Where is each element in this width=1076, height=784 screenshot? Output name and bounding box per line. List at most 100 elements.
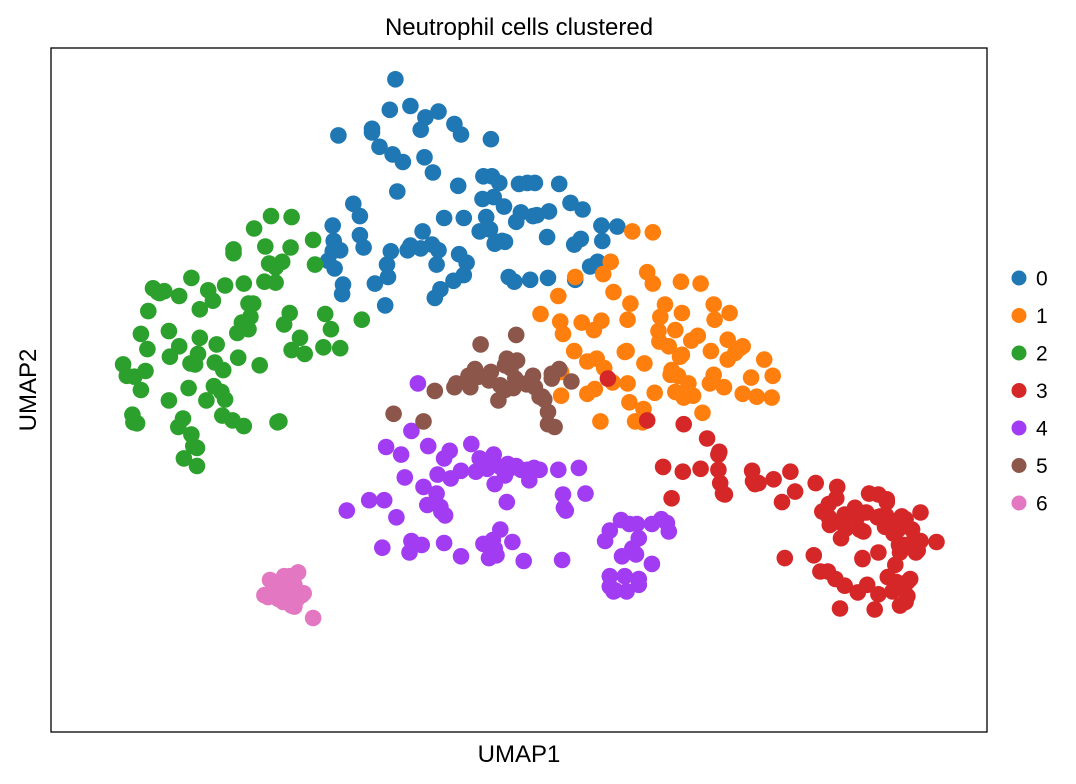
point-cluster-1-6: [672, 273, 690, 291]
point-cluster-5-1: [472, 336, 489, 353]
point-cluster-3-18: [765, 471, 782, 488]
point-cluster-3-50: [832, 529, 850, 547]
point-cluster-0-31: [562, 194, 579, 212]
point-cluster-4-68: [553, 551, 571, 569]
point-cluster-4-50: [621, 515, 638, 533]
point-cluster-4-80: [601, 578, 619, 595]
point-cluster-2-67: [160, 392, 178, 409]
point-cluster-4-30: [428, 485, 445, 502]
point-cluster-2-35: [160, 322, 178, 340]
point-cluster-1-72: [667, 383, 684, 401]
legend-label-3: 3: [1036, 380, 1048, 403]
point-cluster-3-90: [858, 576, 876, 594]
legend-label-0: 0: [1036, 268, 1048, 291]
point-cluster-5-21: [543, 370, 561, 387]
point-cluster-3-21: [786, 483, 804, 500]
point-cluster-0-36: [435, 209, 453, 227]
point-cluster-4-58: [504, 533, 521, 551]
point-cluster-0-85: [333, 285, 351, 303]
point-cluster-1-26: [721, 304, 738, 322]
point-cluster-1-54: [715, 378, 733, 396]
legend-item-1: 1: [1011, 305, 1048, 328]
point-cluster-0-75: [500, 268, 517, 286]
point-cluster-4-31: [554, 486, 572, 503]
point-cluster-0-78: [445, 272, 462, 290]
point-cluster-2-55: [182, 355, 199, 372]
point-cluster-2-54: [206, 354, 224, 371]
point-cluster-5-37: [523, 376, 541, 393]
point-cluster-1-49: [719, 331, 736, 349]
point-cluster-2-4: [282, 239, 299, 256]
point-cluster-4-4: [392, 446, 410, 463]
legend-marker-3: [1011, 383, 1027, 398]
point-cluster-3-49: [821, 516, 839, 534]
point-cluster-3-2: [675, 415, 692, 433]
legend-item-2: 2: [1011, 343, 1048, 366]
point-cluster-2-80: [175, 450, 193, 467]
legend-item-3: 3: [1011, 380, 1048, 403]
point-cluster-3-6: [654, 458, 672, 476]
point-cluster-4-32: [577, 485, 594, 502]
point-cluster-1-36: [660, 338, 678, 355]
point-cluster-3-87: [879, 568, 897, 586]
point-cluster-2-75: [214, 407, 231, 424]
point-cluster-1-57: [552, 387, 570, 405]
point-cluster-0-48: [355, 239, 372, 256]
point-cluster-5-19: [462, 378, 479, 396]
point-cluster-0-16: [424, 164, 442, 181]
point-cluster-0-46: [609, 218, 626, 235]
point-cluster-0-3: [430, 103, 447, 120]
point-cluster-3-61: [903, 521, 921, 538]
point-cluster-2-2: [245, 220, 263, 237]
point-cluster-4-6: [463, 435, 480, 453]
point-cluster-4-71: [627, 546, 645, 563]
point-cluster-0-22: [526, 174, 544, 192]
point-cluster-1-30: [755, 351, 773, 368]
point-cluster-2-46: [331, 339, 349, 357]
point-cluster-4-25: [570, 459, 588, 477]
point-cluster-1-50: [726, 344, 744, 362]
point-cluster-2-1: [283, 208, 300, 226]
point-cluster-0-2: [381, 101, 399, 119]
point-cluster-1-71: [646, 384, 663, 402]
point-cluster-4-59: [374, 539, 391, 556]
point-cluster-4-38: [388, 509, 405, 526]
legend-item-6: 6: [1011, 493, 1048, 516]
point-cluster-0-32: [574, 201, 591, 218]
point-cluster-4-61: [435, 534, 453, 552]
point-cluster-2-0: [262, 207, 280, 225]
point-cluster-2-52: [161, 348, 179, 366]
point-cluster-3-78: [870, 586, 887, 603]
point-cluster-3-1: [638, 412, 656, 429]
point-cluster-1-40: [671, 348, 689, 366]
point-cluster-5-0: [507, 326, 525, 344]
point-cluster-6-19: [271, 578, 288, 595]
point-cluster-4-72: [643, 555, 661, 573]
point-cluster-2-63: [198, 392, 215, 409]
point-cluster-0-0: [387, 71, 404, 88]
point-cluster-2-25: [244, 295, 262, 312]
point-cluster-1-8: [644, 275, 662, 292]
point-cluster-0-82: [581, 258, 599, 275]
point-cluster-4-40: [433, 503, 450, 520]
point-cluster-1-13: [619, 311, 636, 329]
point-cluster-0-67: [326, 260, 343, 277]
point-cluster-2-31: [316, 305, 334, 323]
point-cluster-0-76: [539, 269, 557, 287]
point-cluster-0-79: [379, 268, 397, 286]
point-cluster-2-61: [180, 379, 197, 397]
point-cluster-5-30: [507, 370, 524, 387]
point-cluster-0-87: [426, 289, 444, 307]
legend-marker-5: [1011, 458, 1027, 473]
point-cluster-3-22: [807, 474, 824, 492]
point-cluster-1-18: [573, 314, 590, 331]
point-cluster-4-2: [419, 437, 437, 455]
point-cluster-2-22: [170, 287, 188, 305]
point-cluster-4-65: [480, 549, 498, 567]
legend-item-4: 4: [1011, 418, 1048, 441]
point-cluster-3-11: [663, 490, 680, 507]
legend-marker-0: [1011, 270, 1027, 286]
x-axis-label: UMAP1: [478, 741, 561, 768]
point-cluster-4-49: [658, 514, 676, 532]
